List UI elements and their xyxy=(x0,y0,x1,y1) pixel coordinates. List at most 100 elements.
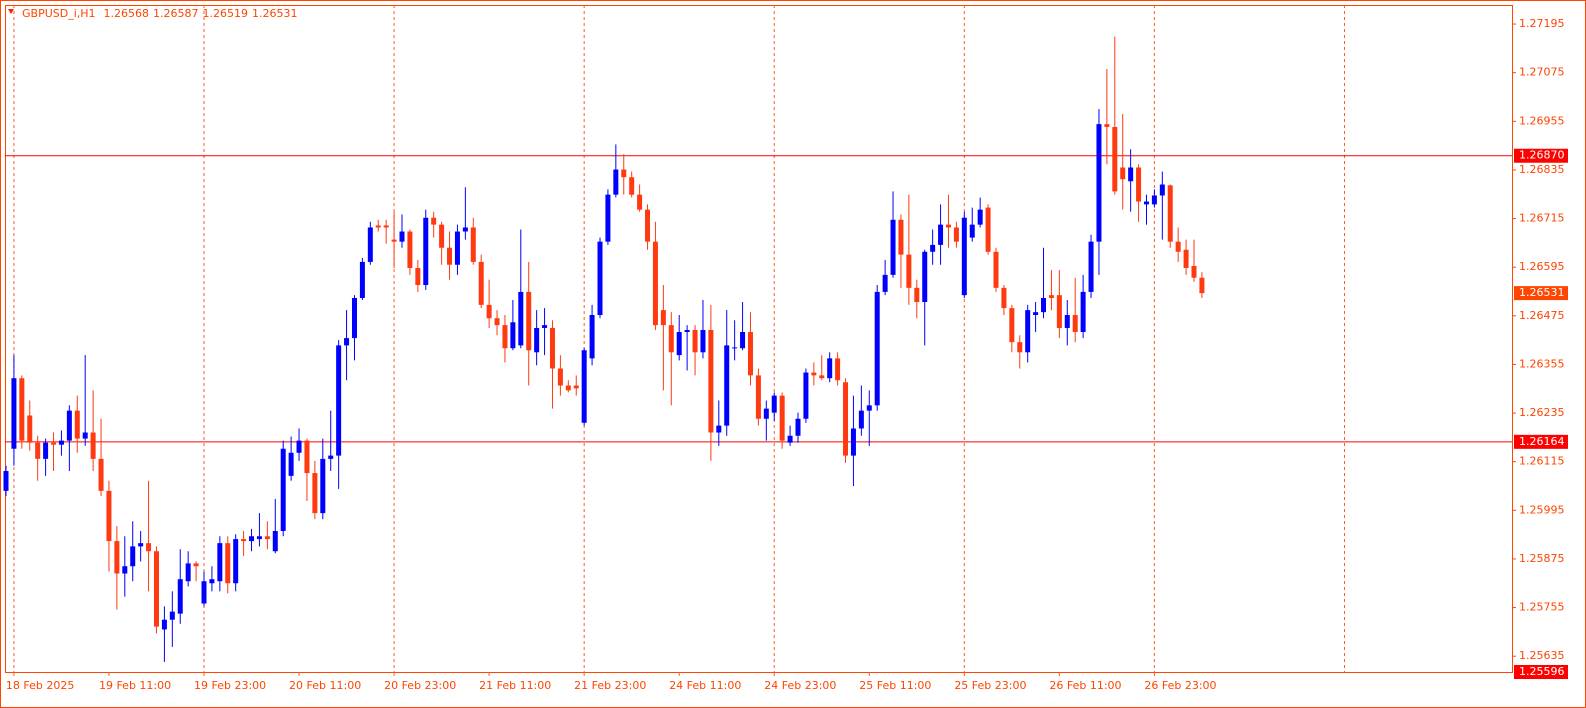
candle-body xyxy=(51,442,57,445)
candle-body xyxy=(1056,295,1062,328)
candle-body xyxy=(375,225,381,228)
candle-body xyxy=(866,405,872,411)
y-tick-label: 1.26595 xyxy=(1519,260,1565,273)
axis-min-box xyxy=(1514,665,1568,679)
candle-body xyxy=(953,227,959,242)
y-tick-label: 1.25635 xyxy=(1519,649,1565,662)
candle-body xyxy=(534,327,540,353)
candle-body xyxy=(328,455,334,459)
candle-body xyxy=(454,231,460,265)
candle-body xyxy=(3,471,9,491)
ohlc-open: 1.26568 xyxy=(104,7,150,20)
candle-body xyxy=(803,372,809,419)
candle-body xyxy=(241,539,247,542)
candle-body xyxy=(90,432,96,459)
candle-body xyxy=(1120,167,1126,180)
candle-body xyxy=(613,169,619,195)
candle-body xyxy=(1041,297,1047,313)
candle-body xyxy=(716,425,722,433)
x-tick-label: 20 Feb 11:00 xyxy=(289,679,361,692)
x-tick-label: 20 Feb 23:00 xyxy=(384,679,456,692)
candle-body xyxy=(843,382,849,456)
candle-body xyxy=(82,432,88,439)
header-icon xyxy=(8,9,14,14)
candle-body xyxy=(288,452,294,476)
candle-body xyxy=(977,209,983,225)
y-tick-label: 1.26235 xyxy=(1519,406,1565,419)
candle-body xyxy=(1167,185,1173,242)
candle-body xyxy=(502,325,508,349)
x-tick-label: 26 Feb 23:00 xyxy=(1144,679,1216,692)
candle-body xyxy=(185,563,191,582)
candle-body xyxy=(835,358,841,381)
candle-body xyxy=(470,227,476,262)
candle-body xyxy=(359,261,365,298)
y-tick-label: 1.25755 xyxy=(1519,601,1565,614)
candle-body xyxy=(193,563,199,567)
candle-body xyxy=(565,385,571,391)
candle-body xyxy=(1104,124,1110,127)
candle-body xyxy=(526,291,532,351)
candle-body xyxy=(771,395,777,413)
candle-body xyxy=(985,207,991,252)
plot-border xyxy=(5,5,1513,673)
candle-body xyxy=(811,372,817,376)
candle-body xyxy=(882,274,888,292)
candle-body xyxy=(676,332,682,356)
candle-body xyxy=(637,194,643,210)
ohlc-high: 1.26587 xyxy=(153,7,199,20)
y-tick-label: 1.26355 xyxy=(1519,357,1565,370)
candle-body xyxy=(795,418,801,436)
candle-body xyxy=(684,329,690,333)
candle-body xyxy=(161,619,167,630)
candle-body xyxy=(732,347,738,349)
candle-body xyxy=(494,318,500,326)
candle-body xyxy=(233,539,239,584)
candle-body xyxy=(209,579,215,584)
candle-body xyxy=(27,415,33,443)
candle-body xyxy=(74,410,80,439)
y-tick-label: 1.26955 xyxy=(1519,114,1565,127)
x-tick-label: 21 Feb 11:00 xyxy=(479,679,551,692)
candle-body xyxy=(581,350,587,423)
candle-body xyxy=(906,254,912,288)
candle-body xyxy=(249,536,255,542)
candle-body xyxy=(415,267,421,286)
y-tick-label: 1.25875 xyxy=(1519,552,1565,565)
candle-body xyxy=(1017,342,1023,353)
candle-body xyxy=(296,440,302,453)
candle-body xyxy=(320,458,326,514)
candle-body xyxy=(890,219,896,275)
candle-body xyxy=(407,231,413,268)
candle-body xyxy=(629,177,635,195)
candle-body xyxy=(597,241,603,315)
candle-body xyxy=(130,546,136,567)
candle-body xyxy=(1048,295,1054,298)
candle-body xyxy=(858,410,864,429)
candle-body xyxy=(914,287,920,303)
candle-body xyxy=(1128,167,1134,182)
candle-body xyxy=(462,227,468,232)
candle-body xyxy=(621,169,627,178)
candle-body xyxy=(225,543,231,584)
candle-body xyxy=(763,408,769,419)
price-label: 1.26870 xyxy=(1519,149,1565,162)
candle-body xyxy=(779,395,785,441)
candle-body xyxy=(827,358,833,379)
candle-body xyxy=(549,327,555,369)
candle-body xyxy=(312,473,318,514)
candle-body xyxy=(1143,201,1149,205)
candle-body xyxy=(652,241,658,326)
candle-body xyxy=(850,428,856,456)
price-label: 1.26531 xyxy=(1519,286,1565,299)
candle-body xyxy=(708,329,714,433)
y-tick-label: 1.26475 xyxy=(1519,309,1565,322)
candle-body xyxy=(898,219,904,255)
candle-body xyxy=(605,194,611,242)
y-tick-label: 1.26115 xyxy=(1519,455,1565,468)
candle-body xyxy=(724,345,730,426)
candle-body xyxy=(201,581,207,604)
candle-body xyxy=(304,440,310,474)
